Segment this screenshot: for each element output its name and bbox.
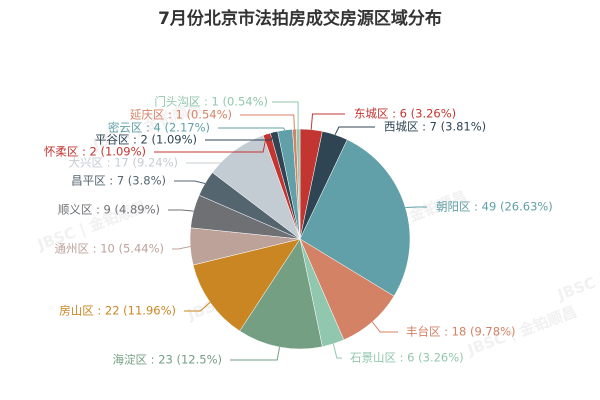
slice-label: 东城区 : 6 (3.26%)	[354, 107, 456, 121]
slice-label: 密云区 : 4 (2.17%)	[108, 121, 210, 135]
slice-label: 朝阳区 : 49 (26.63%)	[436, 200, 553, 214]
leader-line	[218, 127, 286, 131]
slice-label: 延庆区 : 1 (0.54%)	[130, 108, 232, 122]
leader-line	[174, 180, 206, 184]
label-leader-lines	[154, 101, 427, 361]
leader-line	[405, 206, 427, 208]
slice-label: 石景山区 : 6 (3.26%)	[350, 351, 464, 365]
slice-label: 顺义区 : 9 (4.89%)	[58, 203, 160, 217]
watermark-text: JBSC | 金铂顺昌	[554, 248, 600, 305]
leader-line	[186, 149, 236, 164]
leader-line	[240, 114, 295, 130]
leader-line	[172, 246, 191, 250]
slice-labels: 东城区 : 6 (3.26%)西城区 : 7 (3.81%) 朝阳区 : 49 (…	[44, 95, 553, 367]
slice-label: 房山区 : 22 (11.96%)	[59, 304, 176, 318]
slice-label: 海淀区 : 23 (12.5%)	[113, 353, 222, 367]
slice-label: 门头沟区 : 1 (0.54%)	[154, 95, 268, 109]
slice-label: 丰台区 : 18 (9.78%)	[406, 325, 515, 339]
leader-line	[230, 347, 280, 361]
leader-line	[310, 113, 345, 130]
slice-label: 大兴区 : 17 (9.24%)	[69, 156, 178, 170]
slice-label: 平谷区 : 2 (1.09%)	[95, 133, 197, 147]
leader-line	[332, 343, 342, 359]
chart-title: 7月份北京市法拍房成交房源区域分布	[158, 9, 442, 29]
slice-label: 怀柔区 : 2 (1.09%)	[44, 145, 146, 159]
leader-line	[371, 321, 398, 333]
pie-slice[interactable]	[192, 238, 301, 332]
pie-slice[interactable]	[295, 128, 301, 240]
leader-line	[205, 131, 275, 141]
pie-slices	[189, 128, 411, 350]
leader-line	[184, 302, 211, 312]
leader-line	[168, 209, 194, 212]
leader-line	[272, 101, 299, 129]
slice-label: 西城区 : 7 (3.81%)	[384, 120, 486, 134]
slice-label: 通州区 : 10 (5.44%)	[55, 242, 164, 256]
slice-label: 昌平区 : 7 (3.8%)	[71, 174, 166, 188]
pie-slice[interactable]	[299, 139, 411, 297]
pie-slice[interactable]	[239, 238, 323, 350]
leader-line	[334, 126, 375, 135]
